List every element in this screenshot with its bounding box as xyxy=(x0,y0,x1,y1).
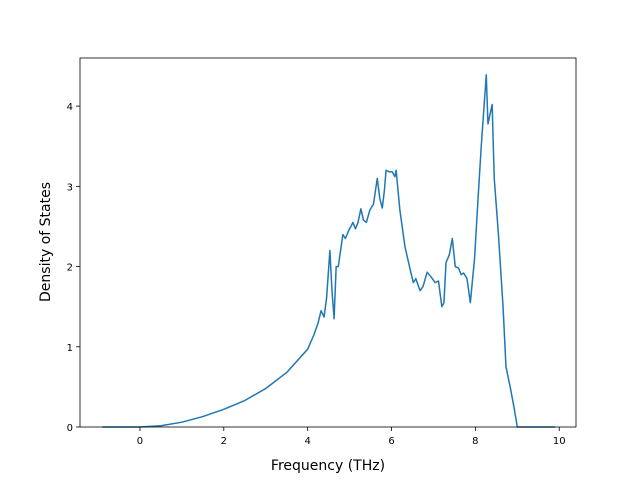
x-tick-label: 4 xyxy=(304,436,310,447)
plot-frame xyxy=(79,57,577,428)
y-axis-label: Density of States xyxy=(38,182,54,302)
x-tick-label: 8 xyxy=(472,436,478,447)
y-tick-label: 2 xyxy=(67,263,73,274)
line-series xyxy=(102,74,556,428)
x-tick-label: 2 xyxy=(221,436,227,447)
y-tick-label: 0 xyxy=(67,423,73,434)
x-tick-label: 6 xyxy=(388,436,394,447)
y-tick-label: 4 xyxy=(67,102,73,113)
x-tick-label: 10 xyxy=(553,436,566,447)
x-tick-label: 0 xyxy=(137,436,143,447)
x-axis-label: Frequency (THz) xyxy=(271,458,385,474)
y-tick-label: 1 xyxy=(67,343,73,354)
y-tick-label: 3 xyxy=(67,182,73,193)
